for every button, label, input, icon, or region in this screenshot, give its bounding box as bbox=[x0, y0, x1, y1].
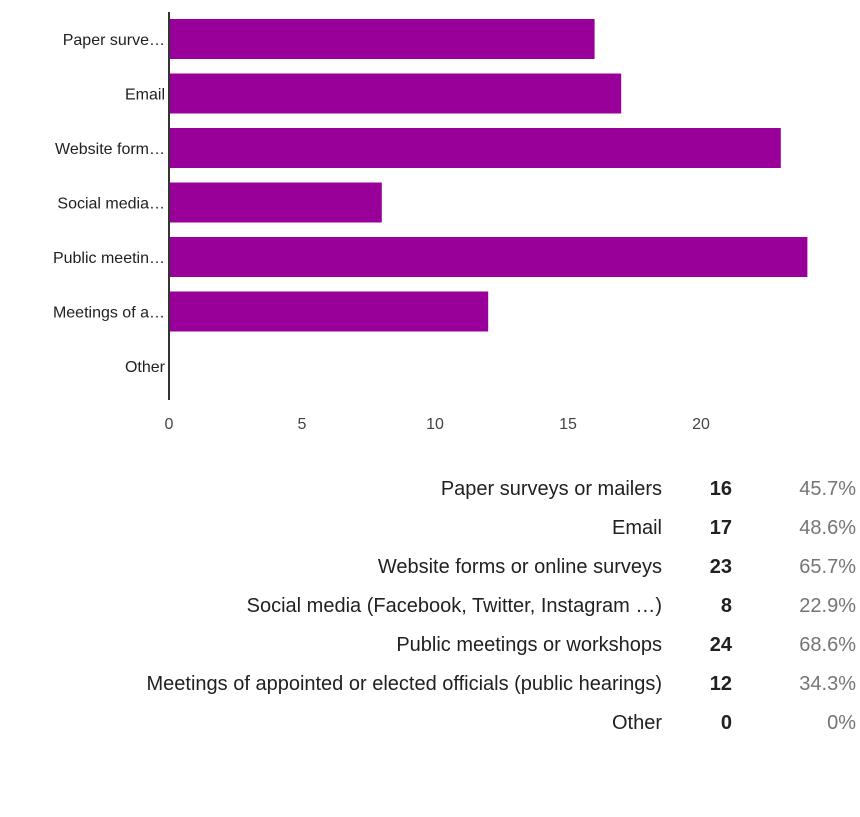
x-tick-label: 15 bbox=[559, 416, 577, 433]
bars-group bbox=[169, 19, 808, 332]
category-label: Paper surve… bbox=[63, 32, 165, 49]
summary-label: Social media (Facebook, Twitter, Instagr… bbox=[246, 595, 662, 617]
summary-label: Email bbox=[611, 517, 662, 539]
summary-table: Paper surveys or mailers 16 45.7% Email … bbox=[0, 470, 860, 743]
bar bbox=[169, 128, 781, 168]
category-label: Social media… bbox=[57, 196, 165, 213]
category-label: Meetings of a… bbox=[53, 305, 165, 322]
summary-count: 0 bbox=[720, 712, 732, 734]
bar bbox=[169, 237, 808, 277]
category-label: Public meetin… bbox=[53, 250, 165, 267]
summary-row: Other 0 0% bbox=[0, 704, 860, 743]
summary-row: Email 17 48.6% bbox=[0, 509, 860, 548]
x-tick-label: 5 bbox=[298, 416, 307, 433]
bar bbox=[169, 19, 595, 59]
summary-percent: 45.7% bbox=[799, 478, 856, 500]
bar bbox=[169, 182, 382, 223]
bar-chart: Paper surve… Email Website form… Social med… bbox=[53, 12, 808, 433]
category-label: Other bbox=[125, 359, 166, 376]
summary-percent: 0% bbox=[827, 712, 856, 734]
bar bbox=[169, 73, 622, 114]
summary-row: Public meetings or workshops 24 68.6% bbox=[0, 626, 860, 665]
summary-row: Meetings of appointed or elected officia… bbox=[0, 665, 860, 704]
x-tick-labels: 0 5 10 15 20 bbox=[165, 416, 710, 433]
category-label: Website form… bbox=[55, 141, 165, 158]
summary-label: Public meetings or workshops bbox=[396, 634, 662, 656]
summary-row: Paper surveys or mailers 16 45.7% bbox=[0, 470, 860, 509]
summary-count: 12 bbox=[709, 673, 732, 695]
x-tick-label: 0 bbox=[165, 416, 174, 433]
category-labels: Paper surve… Email Website form… Social med… bbox=[53, 32, 166, 376]
summary-label: Other bbox=[611, 712, 662, 734]
summary-label: Meetings of appointed or elected officia… bbox=[146, 673, 663, 695]
x-tick-label: 10 bbox=[426, 416, 444, 433]
summary-count: 17 bbox=[709, 517, 732, 539]
category-label: Email bbox=[125, 87, 165, 104]
summary-count: 16 bbox=[709, 478, 732, 500]
summary-count: 23 bbox=[709, 556, 732, 578]
summary-count: 24 bbox=[709, 634, 732, 656]
summary-percent: 34.3% bbox=[799, 673, 856, 695]
summary-row: Website forms or online surveys 23 65.7% bbox=[0, 548, 860, 587]
summary-percent: 65.7% bbox=[799, 556, 856, 578]
x-tick-label: 20 bbox=[692, 416, 710, 433]
bar bbox=[169, 291, 489, 332]
summary-label: Paper surveys or mailers bbox=[440, 478, 662, 500]
summary-count: 8 bbox=[720, 595, 732, 617]
summary-label: Website forms or online surveys bbox=[377, 556, 662, 578]
summary-row: Social media (Facebook, Twitter, Instagr… bbox=[0, 587, 860, 626]
summary-percent: 68.6% bbox=[799, 634, 856, 656]
summary-percent: 22.9% bbox=[799, 595, 856, 617]
summary-percent: 48.6% bbox=[799, 517, 856, 539]
